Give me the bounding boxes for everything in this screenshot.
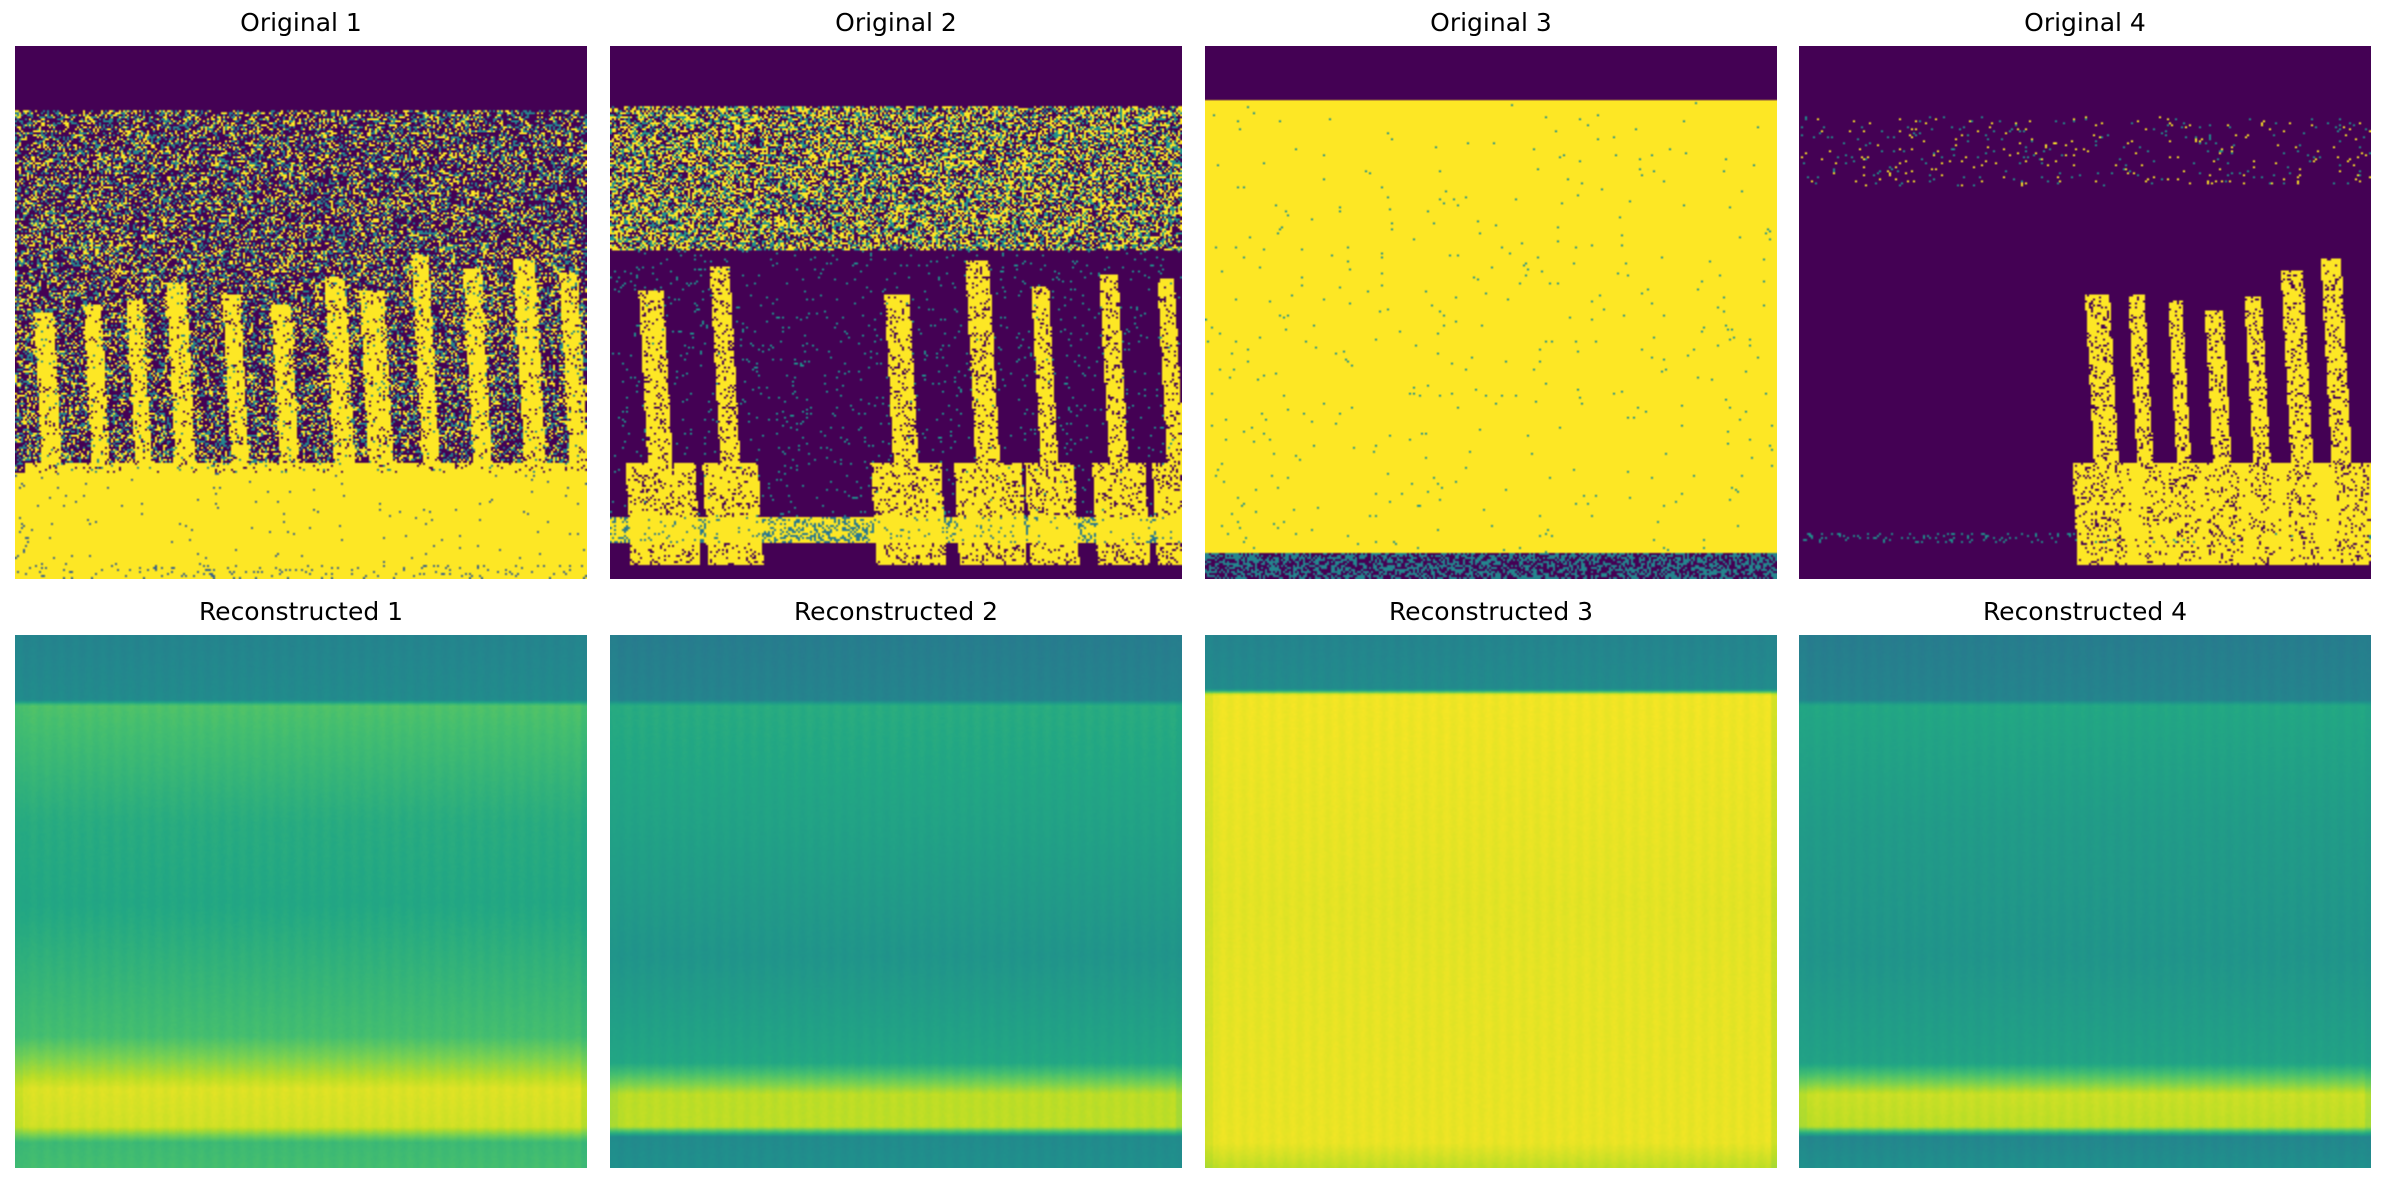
heatmap-image	[610, 46, 1182, 579]
heatmap-image	[1205, 635, 1777, 1168]
panel-reconstructed-1: Reconstructed 1	[15, 597, 587, 1168]
panel-original-1: Original 1	[15, 8, 587, 579]
panel-title: Reconstructed 4	[1982, 597, 2188, 626]
panel-original-2: Original 2	[610, 8, 1182, 579]
heatmap-image	[1799, 46, 2371, 579]
panel-title: Original 4	[2024, 8, 2146, 37]
panel-reconstructed-4: Reconstructed 4	[1799, 597, 2371, 1168]
heatmap-image	[15, 46, 587, 579]
panel-reconstructed-2: Reconstructed 2	[610, 597, 1182, 1168]
heatmap-image	[1799, 635, 2371, 1168]
panel-title: Reconstructed 1	[198, 597, 404, 626]
panel-title: Original 2	[835, 8, 957, 37]
panel-original-3: Original 3	[1205, 8, 1777, 579]
panel-title: Reconstructed 3	[1388, 597, 1594, 626]
heatmap-image	[610, 635, 1182, 1168]
panel-title: Original 3	[1430, 8, 1552, 37]
panel-reconstructed-3: Reconstructed 3	[1205, 597, 1777, 1168]
panel-original-4: Original 4	[1799, 8, 2371, 579]
heatmap-image	[1205, 46, 1777, 579]
panel-title: Reconstructed 2	[793, 597, 999, 626]
heatmap-image	[15, 635, 587, 1168]
panel-title: Original 1	[240, 8, 362, 37]
